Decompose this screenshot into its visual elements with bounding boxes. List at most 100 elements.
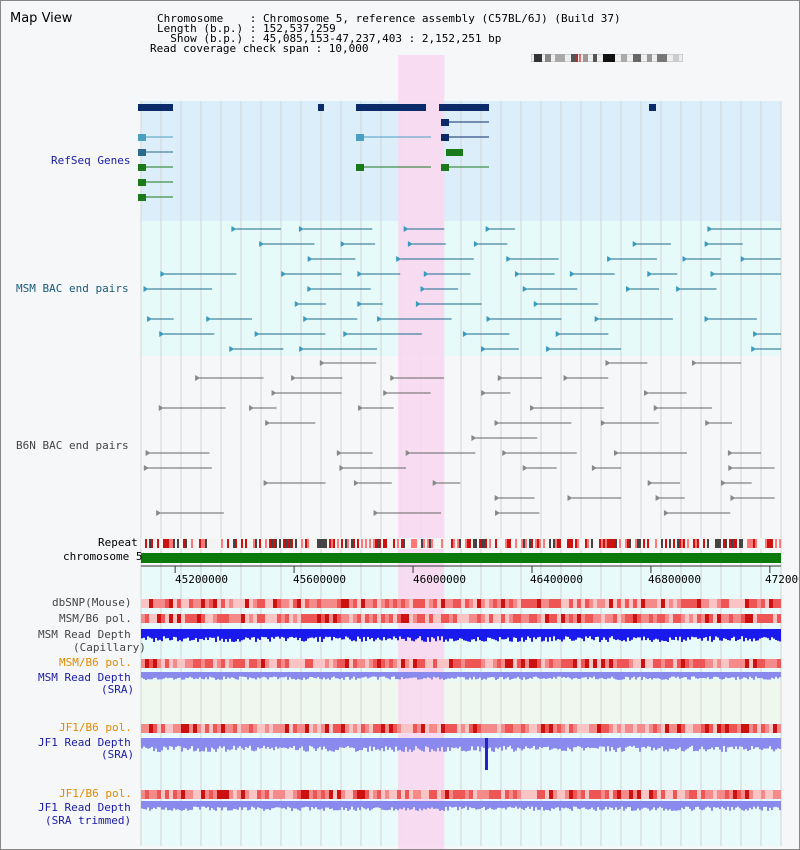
jf1-depth-trimmed-bar xyxy=(293,801,295,809)
msm-depth-capillary-bar xyxy=(659,629,661,642)
msm-depth-capillary-bar xyxy=(349,629,351,640)
jf1-b6-pol-cell xyxy=(405,724,409,733)
msm-depth-sra-bar xyxy=(731,672,733,678)
msm-depth-capillary-bar xyxy=(215,629,217,642)
jf1-depth-trimmed-bar xyxy=(441,801,443,811)
jf1-depth-trimmed-bar xyxy=(433,801,435,809)
dbsnp-density-cell xyxy=(345,599,349,608)
dbsnp-density-cell xyxy=(749,599,753,608)
msm-depth-sra-bar xyxy=(519,672,521,679)
dbsnp-density-cell xyxy=(473,599,477,608)
msm-b6-pol-cell xyxy=(369,614,373,623)
msm-b6-pol-sra-cell xyxy=(533,659,537,668)
dbsnp-density-cell xyxy=(777,599,781,608)
msm-depth-sra-bar xyxy=(725,672,727,678)
jf1-depth-sra-bar xyxy=(541,738,543,749)
msm-b6-pol-cell xyxy=(685,614,689,623)
jf1-depth-trimmed-bar xyxy=(149,801,151,811)
chromosome-ideogram[interactable] xyxy=(531,54,683,62)
msm-depth-capillary-bar xyxy=(461,629,463,639)
msm-b6-pol-cell xyxy=(697,614,701,623)
msm-b6-pol-sra-cell xyxy=(161,659,165,668)
msm-b6-pol-cell xyxy=(629,614,633,623)
jf1-depth-trimmed-bar xyxy=(469,801,471,808)
jf1-depth-sra-bar xyxy=(235,738,237,751)
jf1-depth-sra-bar xyxy=(375,738,377,750)
jf1-b6-pol-cell xyxy=(293,724,297,733)
jf1-depth-trimmed-bar xyxy=(213,801,215,810)
jf1-depth-sra-bar xyxy=(535,738,537,750)
msm-b6-pol-cell xyxy=(669,614,673,623)
msm-depth-sra-bar xyxy=(295,672,297,680)
jf1-depth-trimmed-bar xyxy=(511,801,513,808)
repeat-element xyxy=(515,539,517,548)
msm-depth-capillary-bar xyxy=(619,629,621,641)
chromosome-info: Chromosome : Chromosome 5, reference ass… xyxy=(157,12,621,25)
msm-bac-end xyxy=(647,271,653,277)
jf1-depth-sra-bar xyxy=(187,738,189,751)
jf1-depth-trimmed-bar xyxy=(335,801,337,811)
dbsnp-density-cell xyxy=(565,599,569,608)
msm-depth-capillary-bar xyxy=(437,629,439,637)
msm-depth-sra-bar xyxy=(565,672,567,678)
msm-depth-capillary-bar xyxy=(175,629,177,638)
msm-depth-capillary-bar xyxy=(415,629,417,640)
jf1-b6-pol-trimmed-cell xyxy=(533,790,537,799)
msm-depth-capillary-bar xyxy=(679,629,681,637)
msm-depth-capillary-bar xyxy=(169,629,171,641)
msm-b6-pol-sra-cell xyxy=(173,659,177,668)
msm-depth-capillary-bar xyxy=(221,629,223,639)
msm-depth-sra-bar xyxy=(651,672,653,680)
jf1-b6-pol-cell xyxy=(673,724,677,733)
msm-bac-end xyxy=(357,271,363,277)
jf1-b6-pol-cell xyxy=(277,724,281,733)
b6n-bac-end xyxy=(145,450,151,456)
jf1-depth-sra-bar xyxy=(555,738,557,749)
jf1-depth-sra-bar xyxy=(663,738,665,752)
jf1-b6-pol-trimmed-cell xyxy=(649,790,653,799)
repeat-element xyxy=(611,539,613,548)
jf1-b6-pol-cell xyxy=(369,724,373,733)
jf1-b6-pol-cell xyxy=(549,724,553,733)
jf1-b6-pol-trimmed-cell xyxy=(561,790,565,799)
msm-depth-sra-bar xyxy=(267,672,269,680)
jf1-depth-trimmed-bar xyxy=(607,801,609,810)
msm-depth-capillary-bar xyxy=(739,629,741,640)
repeat-element xyxy=(603,539,605,548)
repeat-element xyxy=(169,539,171,548)
msm-depth-sra-bar xyxy=(741,672,743,679)
msm-bac-end xyxy=(514,271,520,277)
msm-depth-capillary-bar xyxy=(373,629,375,642)
jf1-depth-sra-bar xyxy=(287,738,289,749)
msm-depth-capillary-bar xyxy=(257,629,259,639)
msm-b6-pol-sra-cell xyxy=(705,659,709,668)
sra-sublabel-msm: (SRA) xyxy=(101,683,135,696)
msm-depth-sra-bar xyxy=(339,672,341,680)
jf1-b6-pol-trimmed-cell xyxy=(253,790,257,799)
msm-depth-capillary-bar xyxy=(441,629,443,637)
msm-depth-capillary-bar xyxy=(449,629,451,639)
jf1-b6-pol-cell xyxy=(385,724,389,733)
msm-b6-pol-cell xyxy=(673,614,677,623)
msm-depth-sra-bar xyxy=(199,672,201,678)
dbsnp-density-cell xyxy=(237,599,241,608)
msm-depth-sra-bar xyxy=(653,672,655,679)
msm-depth-sra-bar xyxy=(385,672,387,678)
msm-depth-sra-bar xyxy=(251,672,253,679)
jf1-depth-trimmed-bar xyxy=(661,801,663,808)
jf1-depth-sra-bar xyxy=(763,738,765,749)
jf1-depth-sra-bar xyxy=(671,738,673,750)
msm-depth-capillary-bar xyxy=(363,629,365,638)
jf1-depth-sra-bar xyxy=(179,738,181,747)
b6n-bac-label: B6N BAC end pairs xyxy=(16,439,129,452)
jf1-depth-trimmed-bar xyxy=(195,801,197,807)
msm-b6-pol-sra-cell xyxy=(585,659,589,668)
jf1-b6-pol-trimmed-cell xyxy=(441,790,445,799)
jf1-b6-pol-trimmed-cell xyxy=(257,790,261,799)
jf1-depth-trimmed-bar xyxy=(263,801,265,811)
msm-b6-pol-sra-cell xyxy=(361,659,365,668)
msm-b6-pol-cell xyxy=(157,614,161,623)
jf1-b6-pol-trimmed-cell xyxy=(625,790,629,799)
msm-depth-capillary-bar xyxy=(643,629,645,637)
msm-depth-capillary-bar xyxy=(343,629,345,640)
